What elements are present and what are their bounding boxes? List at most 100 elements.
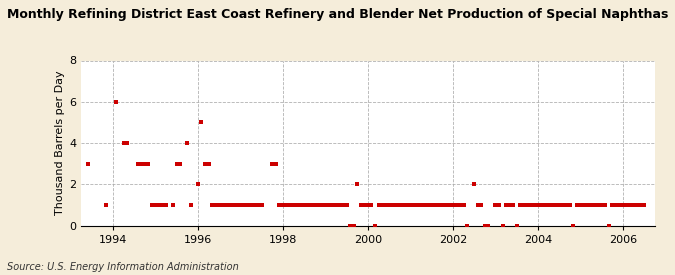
Point <box>514 203 525 207</box>
Point <box>242 203 253 207</box>
Point <box>175 161 186 166</box>
Point <box>111 100 122 104</box>
Point <box>288 203 299 207</box>
Point <box>192 182 203 186</box>
Point <box>292 203 302 207</box>
Point <box>281 203 292 207</box>
Point <box>323 203 334 207</box>
Point <box>639 203 649 207</box>
Point <box>232 203 242 207</box>
Point <box>621 203 632 207</box>
Point <box>426 203 437 207</box>
Point <box>296 203 306 207</box>
Point <box>306 203 317 207</box>
Point <box>533 203 543 207</box>
Point <box>455 203 466 207</box>
Point <box>575 203 586 207</box>
Point <box>153 203 164 207</box>
Point <box>387 203 398 207</box>
Point <box>423 203 433 207</box>
Point <box>157 203 168 207</box>
Point <box>561 203 572 207</box>
Point <box>370 223 381 228</box>
Point <box>207 203 217 207</box>
Point <box>564 203 575 207</box>
Point <box>518 203 529 207</box>
Point <box>511 223 522 228</box>
Point <box>352 182 362 186</box>
Point <box>543 203 554 207</box>
Point <box>200 161 211 166</box>
Point <box>249 203 260 207</box>
Point <box>196 120 207 125</box>
Point <box>302 203 313 207</box>
Point <box>437 203 448 207</box>
Point <box>142 161 153 166</box>
Point <box>168 203 179 207</box>
Point <box>448 203 458 207</box>
Point <box>317 203 327 207</box>
Point <box>624 203 635 207</box>
Point <box>267 161 277 166</box>
Point <box>185 203 196 207</box>
Point <box>444 203 455 207</box>
Point <box>599 203 610 207</box>
Point <box>246 203 256 207</box>
Point <box>320 203 331 207</box>
Y-axis label: Thousand Barrels per Day: Thousand Barrels per Day <box>55 71 65 215</box>
Point <box>327 203 338 207</box>
Point <box>483 223 493 228</box>
Point <box>618 203 628 207</box>
Point <box>391 203 402 207</box>
Point <box>610 203 621 207</box>
Point <box>122 141 132 145</box>
Point <box>433 203 444 207</box>
Point <box>596 203 607 207</box>
Point <box>419 203 430 207</box>
Point <box>476 203 487 207</box>
Point <box>132 161 143 166</box>
Point <box>348 223 359 228</box>
Point <box>217 203 228 207</box>
Point <box>522 203 533 207</box>
Point <box>554 203 564 207</box>
Point <box>504 203 515 207</box>
Point <box>139 161 150 166</box>
Point <box>568 223 578 228</box>
Point <box>299 203 310 207</box>
Point <box>182 141 192 145</box>
Point <box>416 203 427 207</box>
Point <box>214 203 225 207</box>
Point <box>211 203 221 207</box>
Point <box>529 203 540 207</box>
Point <box>366 203 377 207</box>
Point <box>632 203 643 207</box>
Point <box>256 203 267 207</box>
Point <box>547 203 558 207</box>
Point <box>224 203 235 207</box>
Point <box>101 203 111 207</box>
Point <box>373 203 384 207</box>
Point <box>253 203 264 207</box>
Point <box>146 203 157 207</box>
Point <box>227 203 238 207</box>
Point <box>429 203 440 207</box>
Point <box>398 203 408 207</box>
Point <box>493 203 504 207</box>
Point <box>408 203 419 207</box>
Point <box>603 223 614 228</box>
Point <box>628 203 639 207</box>
Point <box>136 161 146 166</box>
Point <box>589 203 600 207</box>
Point <box>342 203 352 207</box>
Point <box>479 223 490 228</box>
Point <box>614 203 625 207</box>
Point <box>508 203 518 207</box>
Point <box>377 203 387 207</box>
Point <box>472 203 483 207</box>
Point <box>161 203 171 207</box>
Point <box>497 223 508 228</box>
Point <box>345 223 356 228</box>
Point <box>468 182 479 186</box>
Point <box>583 203 593 207</box>
